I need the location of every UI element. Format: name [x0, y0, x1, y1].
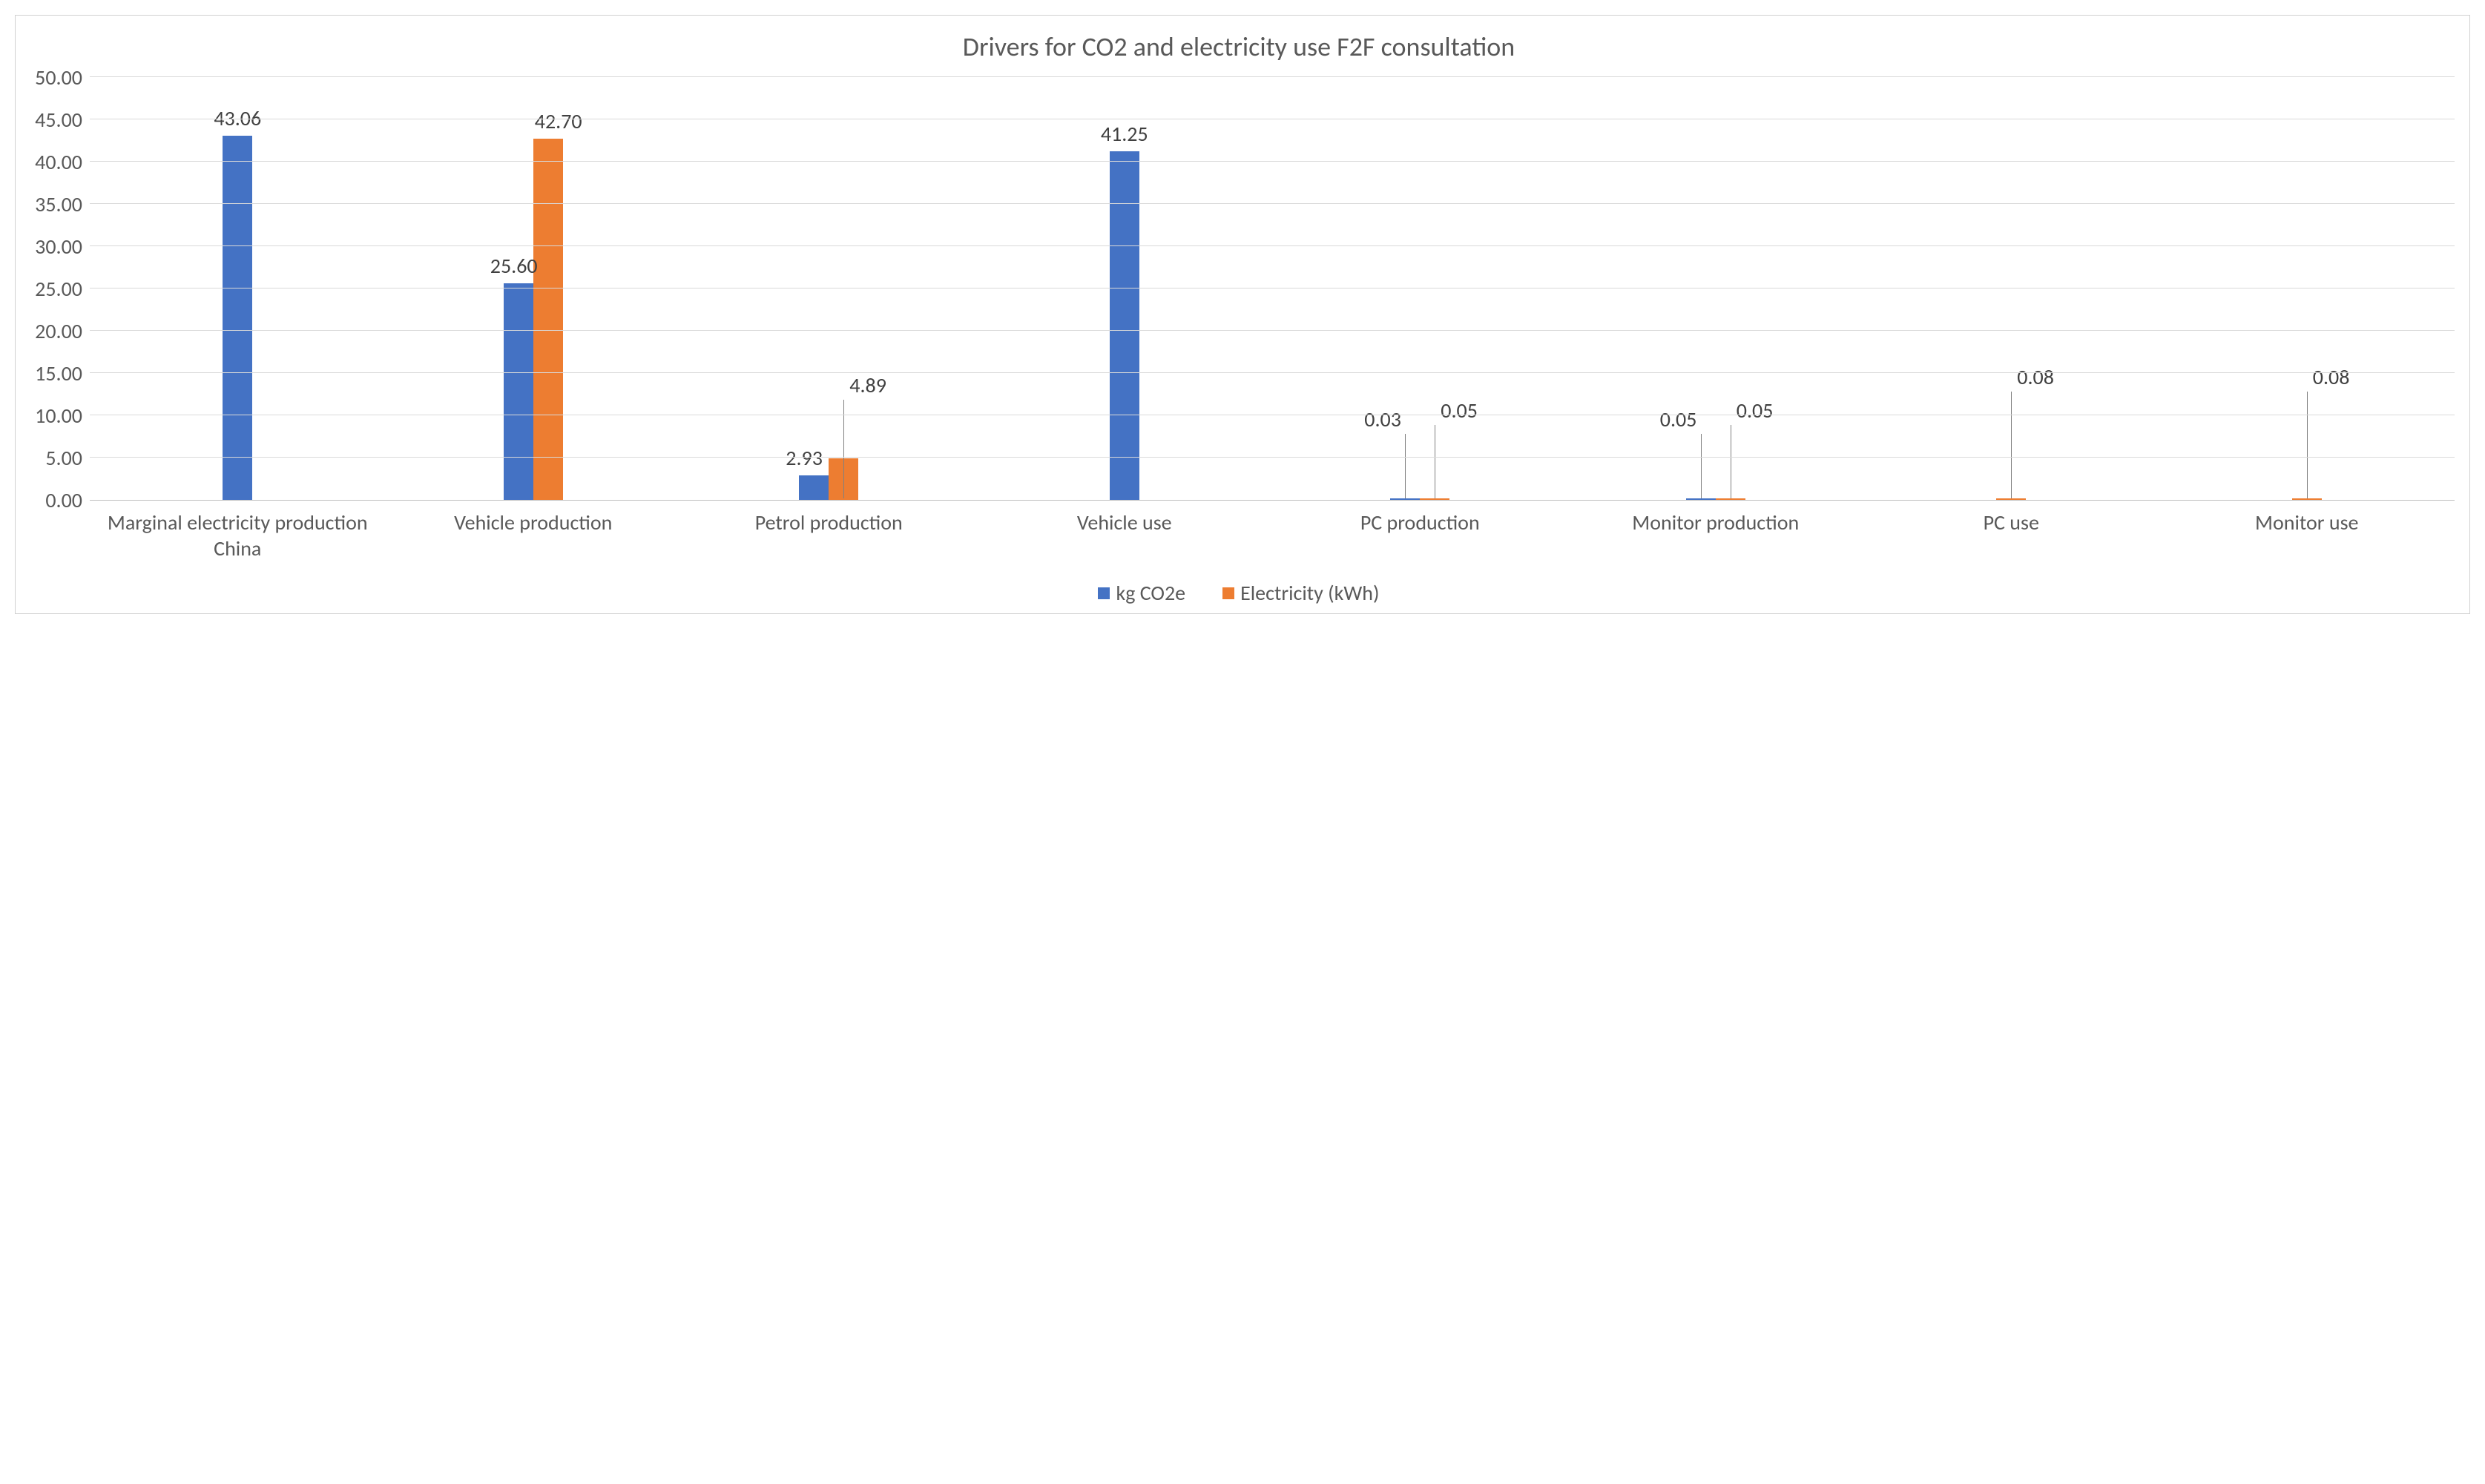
gridline — [90, 372, 2455, 373]
gridline — [90, 161, 2455, 162]
bar-series-1 — [1686, 498, 1716, 500]
x-axis-labels: Marginal electricity production ChinaVeh… — [90, 501, 2455, 561]
bar-series-1 — [223, 136, 252, 500]
data-label: 4.89 — [849, 372, 886, 398]
bar-series-1 — [504, 283, 533, 500]
x-axis-label: Vehicle production — [386, 501, 682, 561]
bar-series-1 — [799, 475, 829, 500]
gridline — [90, 330, 2455, 331]
bar-series-2 — [1420, 498, 1449, 500]
bar-group: 0.05 0.05 — [1568, 77, 1864, 500]
plot-wrapper: 50.0045.0040.0035.0030.0025.0020.0015.00… — [23, 78, 2455, 606]
legend-label: Electricity (kWh) — [1240, 580, 1379, 606]
plot-area: 43.0625.6042.702.934.8941.250.030.050.05… — [90, 78, 2455, 501]
x-axis-label: Petrol production — [681, 501, 977, 561]
legend-swatch — [1098, 587, 1110, 599]
legend-label: kg CO2e — [1116, 580, 1185, 606]
bar-group: 0.03 0.05 — [1272, 77, 1568, 500]
bars-layer: 43.0625.6042.702.934.8941.250.030.050.05… — [90, 78, 2455, 500]
bar-group: 2.93 4.89 — [681, 77, 977, 500]
gridline — [90, 76, 2455, 77]
chart-container: Drivers for CO2 and electricity use F2F … — [15, 15, 2470, 614]
x-axis-label: Marginal electricity production China — [90, 501, 386, 561]
bar-series-2 — [1996, 498, 2026, 500]
x-axis-spacer — [23, 501, 90, 561]
category-group: 41.25 — [977, 78, 1273, 500]
legend: kg CO2e Electricity (kWh) — [23, 580, 2455, 606]
category-group: 25.60 42.70 — [386, 78, 682, 500]
bar-group: 0.08 — [2159, 77, 2455, 500]
bar-series-1 — [1390, 498, 1420, 500]
bar-group: 43.06 — [90, 77, 386, 500]
bar-group: 0.08 — [1863, 77, 2159, 500]
category-group: 0.08 — [2159, 78, 2455, 500]
bar-series-2 — [2292, 498, 2322, 500]
leader-line — [1405, 434, 1406, 498]
data-label: 0.08 — [2017, 364, 2054, 390]
x-axis-label: PC use — [1863, 501, 2159, 561]
data-label: 0.08 — [2313, 364, 2350, 390]
leader-line — [2011, 392, 2012, 498]
x-axis: Marginal electricity production ChinaVeh… — [23, 501, 2455, 561]
leader-line — [2307, 392, 2308, 498]
gridline — [90, 457, 2455, 458]
legend-swatch — [1222, 587, 1234, 599]
gridline — [90, 203, 2455, 204]
data-label: 0.05 — [1737, 398, 1774, 423]
x-axis-label: PC production — [1272, 501, 1568, 561]
x-axis-label: Vehicle use — [977, 501, 1273, 561]
data-label: 25.60 — [490, 253, 538, 279]
category-group: 2.93 4.89 — [681, 78, 977, 500]
data-label: 41.25 — [1101, 121, 1148, 147]
bar-series-2 — [533, 139, 563, 500]
y-axis: 50.0045.0040.0035.0030.0025.0020.0015.00… — [23, 78, 90, 501]
leader-line — [1701, 434, 1702, 498]
chart-title: Drivers for CO2 and electricity use F2F … — [23, 30, 2455, 63]
bar-group: 41.25 — [977, 77, 1273, 500]
data-label: 0.05 — [1441, 398, 1478, 423]
legend-item: kg CO2e — [1098, 580, 1185, 606]
data-label: 0.05 — [1660, 406, 1697, 432]
category-group: 43.06 — [90, 78, 386, 500]
bar-group: 25.60 42.70 — [386, 77, 682, 500]
data-label: 0.03 — [1364, 406, 1401, 432]
bar-series-2 — [1716, 498, 1745, 500]
data-label: 2.93 — [786, 445, 823, 471]
legend-item: Electricity (kWh) — [1222, 580, 1379, 606]
plot-row: 50.0045.0040.0035.0030.0025.0020.0015.00… — [23, 78, 2455, 501]
category-group: 0.08 — [1863, 78, 2159, 500]
category-group: 0.05 0.05 — [1568, 78, 1864, 500]
category-group: 0.03 0.05 — [1272, 78, 1568, 500]
x-axis-label: Monitor use — [2159, 501, 2455, 561]
data-label: 42.70 — [535, 108, 582, 134]
x-axis-label: Monitor production — [1568, 501, 1864, 561]
gridline — [90, 245, 2455, 246]
